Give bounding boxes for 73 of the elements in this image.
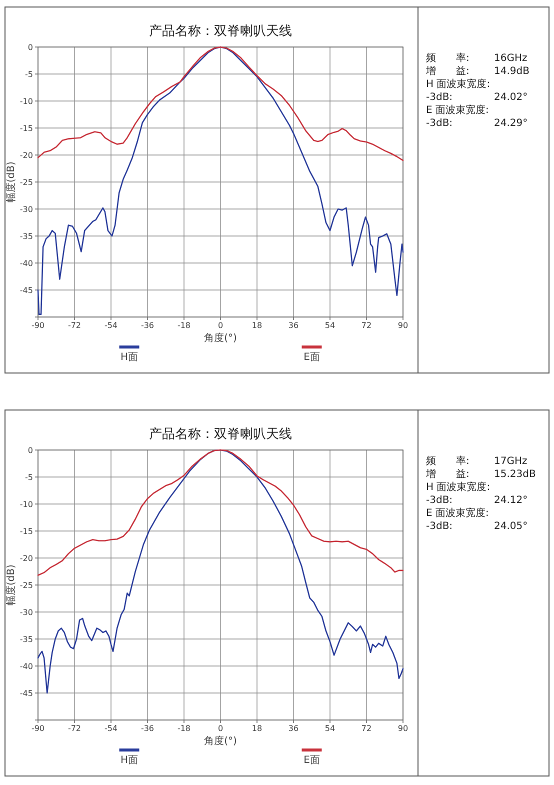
text: 24.29°: [494, 118, 528, 129]
text: 24.02°: [494, 92, 528, 103]
legend-label: E面: [304, 755, 320, 766]
y-tick-label: -10: [20, 97, 33, 106]
y-tick-label: -15: [20, 527, 33, 536]
x-tick-label: 90: [398, 321, 408, 330]
y-tick-label: -40: [20, 259, 33, 268]
y-tick-label: -30: [20, 205, 33, 214]
text: H 面波束宽度:: [426, 481, 490, 493]
x-tick-label: -36: [140, 724, 154, 733]
x-axis-title: 角度(°): [204, 332, 237, 344]
text: 16GHz: [494, 53, 528, 64]
y-tick-label: 0: [28, 446, 33, 455]
x-tick-label: 0: [218, 724, 224, 733]
y-tick-label: -20: [20, 554, 33, 563]
x-tick-label: 0: [218, 321, 224, 330]
chart-title: 产品名称：双脊喇叭天线: [149, 427, 292, 442]
text: 24.12°: [494, 495, 528, 506]
x-tick-label: -72: [68, 321, 82, 330]
y-tick-label: -25: [20, 581, 33, 590]
text: -3dB:: [426, 92, 453, 103]
x-tick-label: -72: [68, 724, 82, 733]
x-tick-label: -18: [177, 724, 191, 733]
y-tick-label: -30: [20, 608, 33, 617]
y-tick-label: 0: [28, 43, 33, 52]
x-tick-label: 54: [324, 321, 336, 330]
text: 17GHz: [494, 456, 528, 467]
y-tick-label: -5: [25, 70, 33, 79]
y-tick-label: -20: [20, 151, 33, 160]
x-tick-label: -54: [104, 321, 118, 330]
x-tick-label: -90: [31, 724, 45, 733]
text: E 面波束宽度:: [426, 104, 489, 116]
text: 24.05°: [494, 521, 528, 532]
x-tick-label: 72: [361, 724, 372, 733]
legend-label: E面: [304, 352, 320, 363]
text: 频 率:: [426, 455, 470, 467]
text: 15.23dB: [494, 469, 536, 480]
x-tick-label: 36: [288, 321, 299, 330]
text: H 面波束宽度:: [426, 78, 490, 90]
y-tick-label: -35: [20, 635, 33, 644]
y-tick-label: -10: [20, 500, 33, 509]
text: 增 益:: [425, 468, 470, 480]
text: -3dB:: [426, 495, 453, 506]
y-tick-label: -45: [20, 689, 33, 698]
x-tick-label: 72: [361, 321, 372, 330]
text: 频 率:: [426, 52, 470, 64]
x-tick-label: -18: [177, 321, 191, 330]
text: 14.9dB: [494, 66, 530, 77]
line-series: [37, 46, 404, 315]
y-axis-title: 幅度(dB): [5, 161, 17, 203]
text: 增 益:: [425, 65, 470, 77]
x-tick-label: 18: [252, 724, 262, 733]
text: -3dB:: [426, 521, 453, 532]
x-axis-title: 角度(°): [204, 735, 237, 747]
y-tick-label: -15: [20, 124, 33, 133]
x-tick-label: -36: [140, 321, 154, 330]
x-tick-label: 36: [288, 724, 299, 733]
x-tick-label: -54: [104, 724, 118, 733]
text: E 面波束宽度:: [426, 507, 489, 519]
y-tick-label: -5: [25, 473, 33, 482]
x-tick-label: -90: [31, 321, 45, 330]
y-tick-label: -45: [20, 286, 33, 295]
text: -3dB:: [426, 118, 453, 129]
x-tick-label: 54: [324, 724, 336, 733]
legend-label: H面: [120, 352, 138, 363]
x-tick-label: 90: [398, 724, 408, 733]
y-tick-label: -25: [20, 178, 33, 187]
y-axis-title: 幅度(dB): [5, 564, 17, 606]
x-tick-label: 18: [252, 321, 262, 330]
y-tick-label: -40: [20, 662, 33, 671]
chart-title: 产品名称：双脊喇叭天线: [149, 24, 292, 39]
legend-label: H面: [120, 755, 138, 766]
y-tick-label: -35: [20, 232, 33, 241]
